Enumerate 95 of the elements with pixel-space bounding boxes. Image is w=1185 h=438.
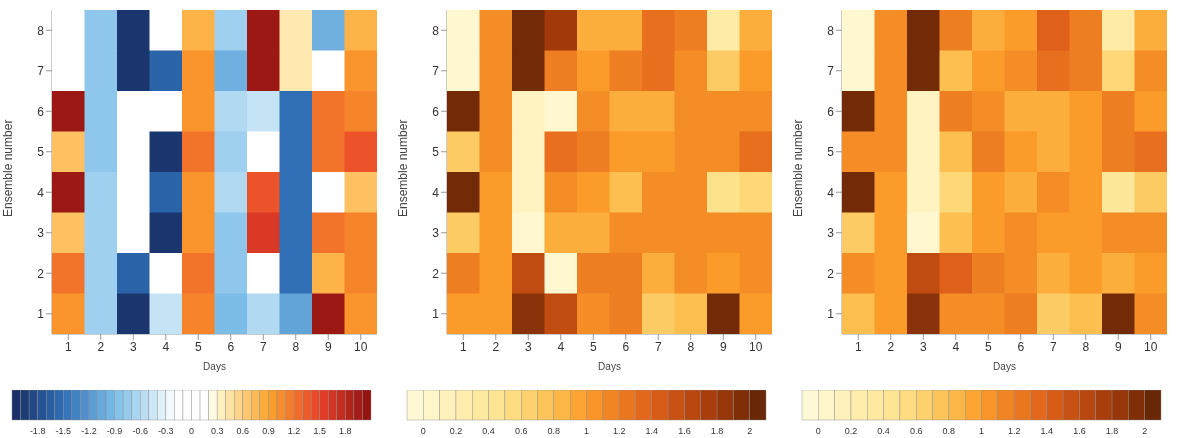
color-bar-label: 1.4 — [645, 426, 659, 436]
x-tick-label: 10 — [749, 339, 763, 354]
x-tick-label: 5 — [589, 339, 597, 354]
color-bar-label: 1.2 — [1007, 426, 1021, 436]
x-tick-label: 5 — [984, 339, 992, 354]
y-tick-label: 5 — [37, 145, 45, 160]
x-tick-label: 6 — [227, 339, 235, 354]
color-bar-label: -1.2 — [81, 426, 97, 436]
y-tick-label: 6 — [37, 104, 45, 119]
color-bar-label: 1.8 — [710, 426, 724, 436]
x-tick-label: 2 — [887, 339, 895, 354]
color-bar-label: 1.6 — [678, 426, 691, 436]
color-bar-label: 1 — [978, 426, 985, 436]
x-axis-title: Days — [598, 361, 621, 372]
x-tick-label: 1 — [854, 339, 862, 354]
y-tick-label: 8 — [827, 23, 835, 38]
color-bar-label: 0.6 — [236, 426, 250, 436]
x-tick-label: 1 — [459, 339, 467, 354]
x-tick-label: 8 — [1082, 339, 1090, 354]
x-tick-label: 8 — [687, 339, 695, 354]
color-bar-label: -1.8 — [29, 426, 46, 436]
x-tick-label: 7 — [1049, 339, 1057, 354]
color-bar-label: 1.8 — [1105, 426, 1119, 436]
y-axis-title: Ensemble number — [1, 119, 16, 217]
x-tick-label: 8 — [292, 339, 300, 354]
color-bar-label: 0 — [188, 426, 195, 436]
y-tick-label: 4 — [827, 185, 835, 200]
color-bar-label: 1 — [583, 426, 590, 436]
x-tick-label: 2 — [97, 339, 105, 354]
y-tick-label: 7 — [432, 64, 440, 79]
x-tick-label: 3 — [524, 339, 532, 354]
x-tick-label: 7 — [654, 339, 662, 354]
y-tick-label: 2 — [432, 266, 440, 281]
color-bar-label: 1.6 — [1073, 426, 1086, 436]
color-bar-label: 0.2 — [844, 426, 858, 436]
x-tick-label: 9 — [1114, 339, 1122, 354]
y-tick-label: 7 — [827, 64, 835, 79]
color-bar-label: 0.2 — [449, 426, 463, 436]
x-tick-label: 10 — [1144, 339, 1158, 354]
y-tick-label: 3 — [432, 226, 440, 241]
y-tick-label: 5 — [827, 145, 835, 160]
y-tick-label: 6 — [432, 104, 440, 119]
x-tick-label: 1 — [64, 339, 72, 354]
x-axis-title: Days — [203, 361, 226, 372]
color-bar-label: 0 — [815, 426, 821, 436]
y-tick-label: 4 — [432, 185, 440, 200]
color-bar-label: 0.9 — [262, 426, 275, 436]
y-tick-label: 7 — [37, 64, 45, 79]
color-bar-label: 0.4 — [877, 426, 890, 436]
color-bar-label: 0.4 — [482, 426, 495, 436]
color-bar-label: 0.8 — [547, 426, 561, 436]
y-tick-label: 1 — [827, 307, 835, 322]
color-bar-label: 2 — [1142, 426, 1148, 436]
x-tick-label: 3 — [129, 339, 137, 354]
y-tick-label: 8 — [432, 23, 440, 38]
color-bar-label: 1.2 — [612, 426, 626, 436]
x-tick-label: 10 — [354, 339, 368, 354]
y-tick-label: 3 — [37, 226, 45, 241]
color-bar-label: 0.3 — [210, 426, 224, 436]
color-bar-label: 1.8 — [339, 426, 352, 436]
y-axis-title: Ensemble number — [396, 119, 411, 217]
color-bar-label: 0 — [420, 426, 426, 436]
color-bar-label: 2 — [747, 426, 753, 436]
x-tick-label: 9 — [719, 339, 727, 354]
x-tick-label: 7 — [259, 339, 267, 354]
color-bar-label: -1.5 — [55, 426, 72, 436]
y-axis-title: Ensemble number — [791, 119, 806, 217]
color-bar-label: 1.4 — [1040, 426, 1054, 436]
color-bar-label: -0.3 — [158, 426, 174, 436]
x-tick-label: 5 — [194, 339, 202, 354]
y-tick-label: 4 — [37, 185, 45, 200]
y-tick-label: 8 — [37, 23, 45, 38]
x-tick-label: 6 — [1017, 339, 1025, 354]
color-bar-label: 1.5 — [313, 426, 326, 436]
y-tick-label: 3 — [827, 226, 835, 241]
color-bar-label: 0.6 — [909, 426, 923, 436]
y-tick-label: 2 — [37, 266, 45, 281]
y-tick-label: 5 — [432, 145, 440, 160]
y-tick-label: 6 — [827, 104, 835, 119]
y-tick-label: 1 — [37, 307, 45, 322]
x-tick-label: 6 — [622, 339, 630, 354]
color-bar-label: 0.6 — [514, 426, 528, 436]
x-tick-label: 4 — [162, 339, 170, 354]
x-tick-label: 3 — [919, 339, 927, 354]
color-bar-label: 1.2 — [287, 426, 301, 436]
color-bar-label: -0.6 — [132, 426, 148, 436]
y-tick-label: 2 — [827, 266, 835, 281]
color-bar-label: 0.8 — [942, 426, 956, 436]
y-tick-label: 1 — [432, 307, 440, 322]
color-bar-label: -0.9 — [106, 426, 123, 436]
x-tick-label: 2 — [492, 339, 500, 354]
x-tick-label: 9 — [324, 339, 332, 354]
x-tick-label: 4 — [557, 339, 565, 354]
x-tick-label: 4 — [952, 339, 960, 354]
x-axis-title: Days — [993, 361, 1016, 372]
